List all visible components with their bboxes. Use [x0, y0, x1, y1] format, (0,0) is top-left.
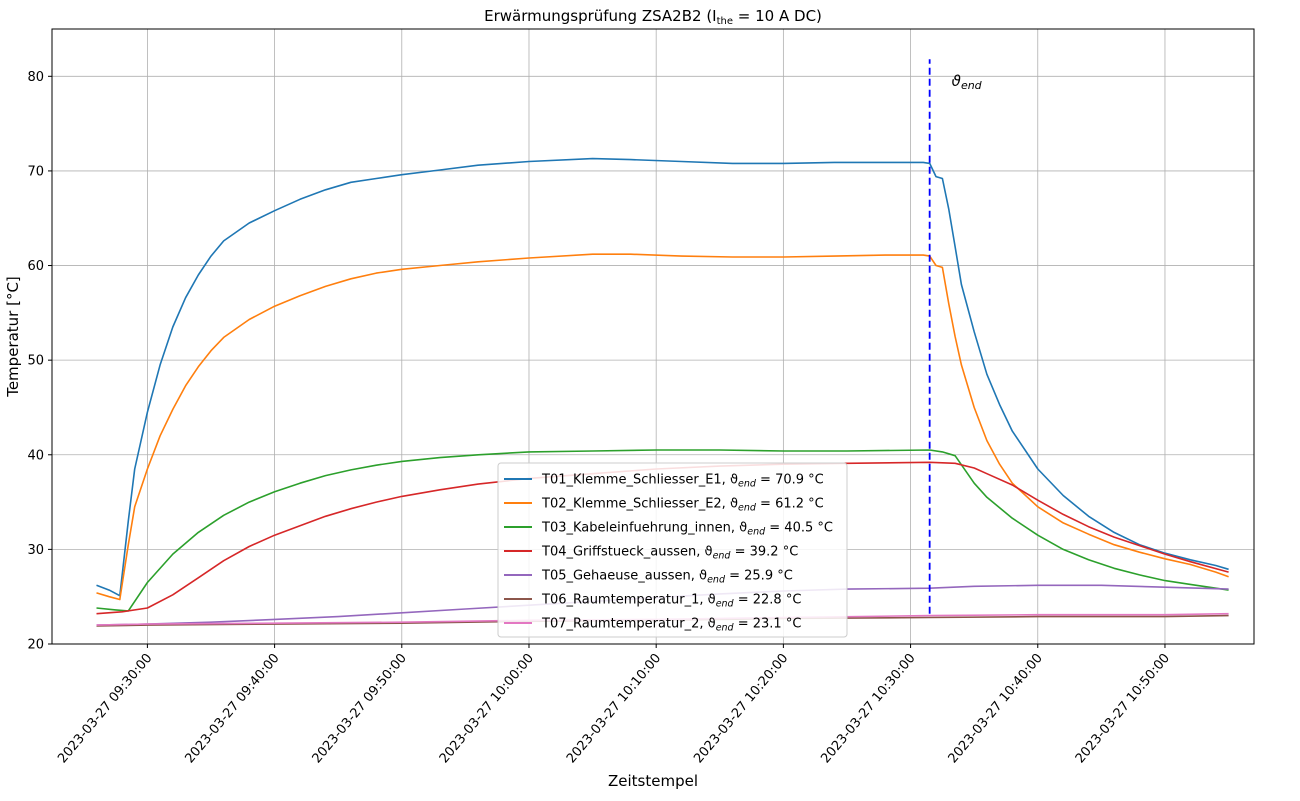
grid-lines	[52, 29, 1254, 645]
y-tick-label: 70	[27, 164, 44, 179]
x-tick-label: 2023-03-27 09:50:00	[310, 651, 410, 766]
x-tick-label: 2023-03-27 10:00:00	[437, 651, 537, 766]
x-tick-label: 2023-03-27 10:30:00	[818, 651, 918, 766]
legend-entry-6: T06_Raumtemperatur_1, ϑend = 22.8 °C	[541, 593, 801, 610]
y-tick-label: 50	[27, 354, 44, 369]
x-axis-label: Zeitstempel	[608, 772, 698, 790]
x-tick-label: 2023-03-27 09:40:00	[182, 651, 282, 766]
y-tick-label: 30	[27, 543, 44, 558]
chart-title: Erwärmungsprüfung ZSA2B2 (Ithe = 10 A DC…	[484, 7, 822, 27]
y-tick-label: 60	[27, 259, 44, 274]
y-axis: 20 30 40 50 60 70 80	[27, 70, 52, 653]
series-line-2	[96, 253, 1229, 601]
legend-box	[497, 462, 848, 638]
end-marker-label: ϑend	[952, 72, 983, 92]
y-tick-label: 20	[27, 638, 44, 653]
x-tick-label: 2023-03-27 10:10:00	[564, 651, 664, 766]
y-tick-label: 80	[27, 70, 44, 85]
legend-entry-3: T03_Kabeleinfuehrung_innen, ϑend = 40.5 …	[541, 521, 833, 538]
legend-entry-4: T04_Griffstueck_aussen, ϑend = 39.2 °C	[541, 545, 798, 562]
y-tick-label: 40	[27, 448, 44, 463]
legend: T01_Klemme_Schliesser_E1, ϑend = 70.9 °C…	[497, 462, 848, 638]
legend-entry-1: T01_Klemme_Schliesser_E1, ϑend = 70.9 °C	[541, 473, 824, 490]
x-tick-label: 2023-03-27 09:30:00	[55, 651, 155, 766]
series-line-1	[96, 157, 1229, 597]
x-tick-label: 2023-03-27 10:20:00	[691, 651, 791, 766]
plot-frame	[51, 28, 1255, 645]
x-axis: 2023-03-27 09:30:00 2023-03-27 09:40:00 20…	[55, 644, 1173, 766]
legend-entry-2: T02_Klemme_Schliesser_E2, ϑend = 61.2 °C	[541, 497, 824, 514]
series-line-3	[96, 449, 1229, 612]
legend-entry-7: T07_Raumtemperatur_2, ϑend = 23.1 °C	[541, 617, 801, 634]
x-tick-label: 2023-03-27 10:40:00	[946, 651, 1046, 766]
x-tick-label: 2023-03-27 10:50:00	[1073, 651, 1173, 766]
y-axis-label: Temperatur [°C]	[4, 276, 22, 398]
legend-entry-5: T05_Gehaeuse_aussen, ϑend = 25.9 °C	[541, 569, 793, 586]
